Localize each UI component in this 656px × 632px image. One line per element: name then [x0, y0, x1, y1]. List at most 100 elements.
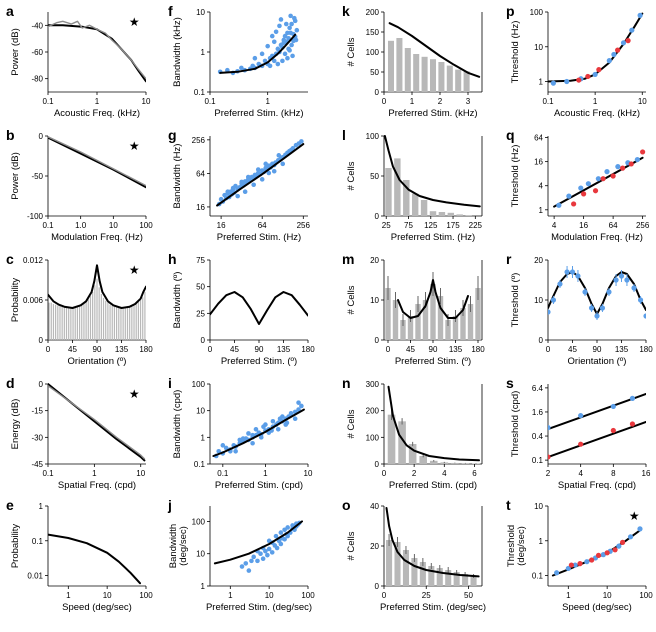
x-tick-label: 50: [464, 591, 473, 600]
x-tick-label: 175: [446, 221, 460, 230]
bar: [385, 288, 391, 340]
y-tick-label: 0: [539, 336, 544, 345]
series-line-fit: [387, 385, 480, 462]
y-tick-label: -40: [31, 21, 43, 30]
blue-point: [566, 193, 572, 199]
plot-area: [210, 291, 308, 325]
y-axis-label: Bandwidth (º): [172, 272, 183, 329]
x-tick-label: 64: [258, 221, 267, 230]
bar: [100, 294, 102, 340]
y-tick-label: 0.1: [32, 537, 44, 546]
scatter-point: [296, 407, 301, 412]
scatter-point: [235, 193, 240, 199]
x-tick-label: 1: [228, 591, 233, 600]
scatter-point: [271, 168, 277, 174]
plot-area: [548, 12, 644, 86]
y-tick-label: 0.4: [532, 432, 544, 441]
y-axis-label-line: (deg/sec): [516, 526, 527, 566]
scatter-point: [283, 21, 289, 27]
y-tick-label: 0: [39, 336, 44, 345]
bar: [462, 574, 469, 586]
x-axis-label: Orientation (º): [568, 356, 627, 367]
panel-m: m 0 45 90 135 180 0 10 20 Preferred Stim. (º) # Ce…: [342, 251, 485, 367]
bar: [446, 65, 453, 92]
plot-area: [553, 149, 646, 208]
y-axis-label: Power (dB): [10, 28, 21, 76]
x-tick-label: 8: [611, 469, 616, 478]
y-tick-label: 1.6: [532, 408, 544, 417]
bar: [447, 212, 455, 216]
x-tick-label: 25: [422, 591, 431, 600]
blue-point: [631, 285, 637, 291]
blue-point: [599, 305, 606, 311]
bar: [133, 304, 135, 340]
x-tick-label: 100: [301, 591, 315, 600]
panel-b: b 0.1 1.0 10 100 0 -50 -100 Modulation Freq. (Hz…: [6, 127, 153, 243]
y-tick-label: 50: [370, 68, 379, 77]
bar: [118, 308, 120, 340]
x-axis-label: Preferred Stim. (deg/sec): [206, 602, 312, 613]
bar: [429, 460, 438, 464]
x-axis-label: Preferred Stim. (Hz): [217, 232, 301, 243]
blue-point: [613, 277, 619, 283]
bar: [438, 212, 446, 216]
blue-point: [606, 289, 612, 295]
bar: [74, 307, 76, 340]
red-point: [620, 539, 626, 545]
y-axis-label: Bandwidth(deg/sec): [168, 524, 189, 568]
panel-letter: b: [6, 127, 15, 143]
scatter-point: [269, 33, 275, 39]
y-tick-label: 300: [366, 380, 380, 389]
panel-o: o 0 25 50 0 20 40 Preferred Stim. (deg/sec) # Ce…: [342, 497, 486, 613]
bar: [398, 421, 406, 464]
y-tick-label: 100: [192, 380, 206, 389]
bar: [113, 306, 116, 340]
scatter-point: [223, 445, 229, 451]
x-tick-label: 1: [566, 591, 571, 600]
scatter-point: [243, 561, 249, 566]
red-point: [578, 441, 584, 447]
scatter-point: [278, 17, 284, 22]
blue-point: [620, 40, 627, 46]
series-line-data: [48, 20, 146, 80]
bar: [463, 71, 470, 92]
red-point: [610, 173, 616, 179]
panel-j: j 1 10 100 1 10 100 Preferred Stim. (deg/sec) Ba…: [167, 497, 315, 613]
y-tick-label: -45: [31, 460, 43, 469]
y-tick-label: 0: [375, 212, 380, 221]
blue-point: [575, 273, 581, 279]
scatter-point: [237, 437, 243, 443]
x-tick-label: 0: [546, 345, 551, 354]
bar: [139, 300, 142, 340]
series-line-fit: [548, 271, 646, 315]
y-tick-label: 10: [196, 550, 205, 559]
y-tick-label: 200: [366, 407, 380, 416]
bar: [81, 304, 83, 340]
x-axis-label: Preferred Stim. (º): [395, 356, 471, 367]
scatter-point: [245, 174, 251, 180]
plot-area: [387, 385, 480, 464]
x-tick-label: 135: [449, 345, 463, 354]
scatter-point: [252, 55, 258, 61]
y-axis-label-line: Bandwidth: [168, 524, 179, 568]
y-tick-label: 256: [192, 136, 206, 145]
scatter-point: [290, 146, 296, 151]
blue-point: [629, 27, 635, 33]
panel-letter: f: [168, 3, 173, 19]
x-tick-label: 90: [255, 345, 264, 354]
y-tick-label: 1: [201, 48, 206, 57]
scatter-point: [255, 558, 260, 564]
x-axis-label: Preferred Stim. (cpd): [389, 480, 477, 491]
y-tick-label: 0: [39, 132, 44, 141]
x-tick-label: 225: [469, 221, 483, 230]
scatter-point: [242, 189, 248, 195]
bar: [385, 168, 392, 216]
series-line-upper-fit: [548, 393, 646, 430]
panel-letter: n: [342, 375, 351, 391]
scatter-point: [225, 189, 231, 195]
bar: [386, 540, 393, 586]
red-point: [620, 165, 626, 171]
bar: [404, 48, 411, 92]
series-line-fit: [48, 24, 146, 83]
panel-f: f 0.1 1 0.1 1 10 Preferred Stim. (kHz) Bandwidt…: [168, 3, 308, 119]
